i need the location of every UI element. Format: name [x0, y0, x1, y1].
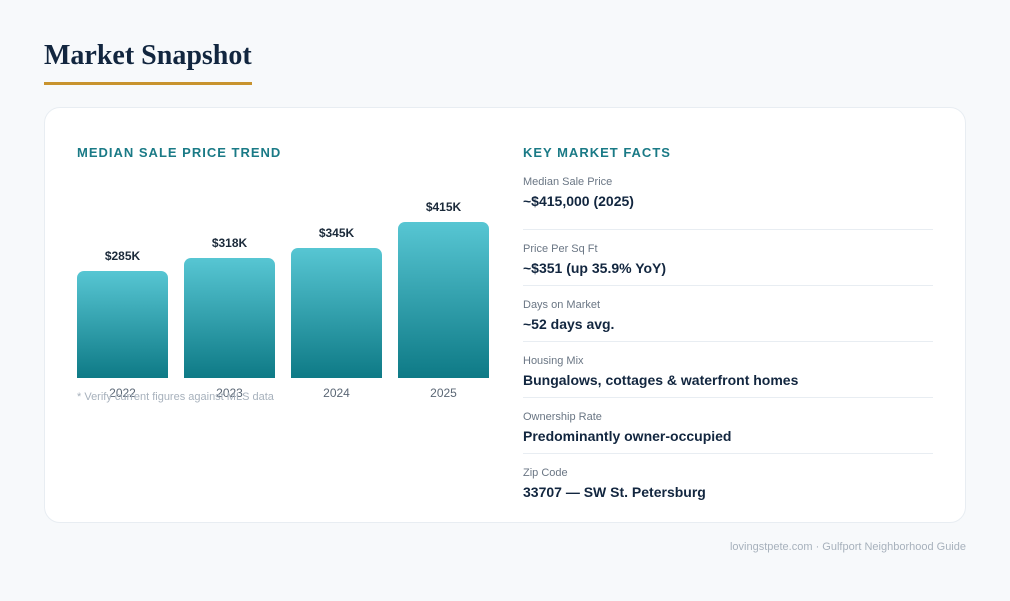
fact-median-sale-price: Median Sale Price ~$415,000 (2025) — [523, 174, 933, 230]
page-title: Market Snapshot — [44, 40, 252, 85]
facts-heading: Key Market Facts — [523, 145, 671, 160]
fact-label: Days on Market — [523, 299, 601, 311]
bar-category-label: 2023 — [216, 386, 243, 400]
fact-value: ~$351 (up 35.9% YoY) — [523, 260, 667, 276]
fact-value: ~$415,000 (2025) — [523, 193, 634, 209]
facts-list: Median Sale Price ~$415,000 (2025) Price… — [523, 174, 933, 510]
fact-value: Predominantly owner-occupied — [523, 428, 732, 444]
bar-value-label: $285K — [104, 249, 141, 263]
bar-group-2024: $345K 2024 — [291, 178, 382, 418]
fact-value: 33707 — SW St. Petersburg — [523, 484, 706, 500]
fact-housing-mix: Housing Mix Bungalows, cottages & waterf… — [523, 342, 933, 398]
chart-heading: Median Sale Price Trend — [77, 145, 282, 160]
bar-category-label: 2022 — [109, 386, 136, 400]
fact-price-per-sqft: Price Per Sq Ft ~$351 (up 35.9% YoY) — [523, 230, 933, 286]
fact-label: Ownership Rate — [523, 411, 602, 423]
bar-value-label: $345K — [318, 226, 355, 240]
fact-label: Housing Mix — [523, 355, 584, 367]
bar-category-label: 2025 — [430, 386, 457, 400]
bar-value-label: $415K — [425, 200, 462, 214]
bar-category-label: 2024 — [323, 386, 350, 400]
fact-zip-code: Zip Code 33707 — SW St. Petersburg — [523, 454, 933, 510]
fact-value: Bungalows, cottages & waterfront homes — [523, 372, 799, 388]
bar-2023 — [184, 258, 275, 378]
fact-label: Price Per Sq Ft — [523, 243, 598, 255]
bar-2025 — [398, 222, 489, 378]
price-bar-chart: $285K 2022 $318K 2023 $345K 2024 $415K 2025 — [77, 178, 489, 418]
fact-label: Zip Code — [523, 467, 568, 479]
fact-label: Median Sale Price — [523, 176, 613, 188]
bar-group-2022: $285K 2022 — [77, 178, 168, 418]
market-card: Median Sale Price Trend $285K 2022 $318K 20… — [44, 107, 966, 523]
bar-group-2025: $415K 2025 — [398, 178, 489, 418]
bar-2022 — [77, 271, 168, 378]
fact-value: ~52 days avg. — [523, 316, 615, 332]
footnote: * Verify current figures against MLS dat… — [77, 391, 274, 403]
fact-days-on-market: Days on Market ~52 days avg. — [523, 286, 933, 342]
bar-value-label: $318K — [211, 236, 248, 250]
bar-2024 — [291, 248, 382, 378]
footer-credit: lovingstpete.com · Gulfport Neighborhood… — [729, 541, 966, 553]
bar-group-2023: $318K 2023 — [184, 178, 275, 418]
fact-ownership-rate: Ownership Rate Predominantly owner-occup… — [523, 398, 933, 454]
